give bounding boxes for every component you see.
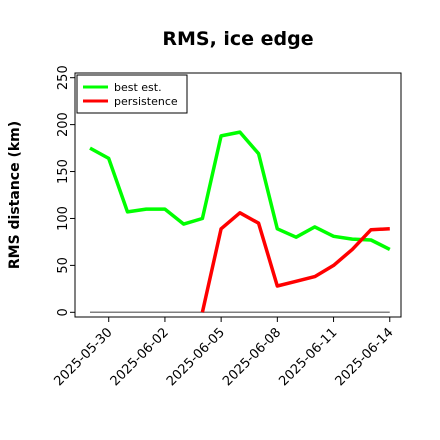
series-line-best-est xyxy=(89,130,391,251)
y-tick-label: 50 xyxy=(56,257,71,274)
x-tick-label: 2025-06-05 xyxy=(164,325,228,389)
x-tick-label: 2025-06-02 xyxy=(108,325,172,389)
legend-label-best-est: best est. xyxy=(114,81,162,94)
y-axis-label: RMS distance (km) xyxy=(7,121,23,269)
x-tick-label: 2025-06-14 xyxy=(333,325,397,389)
y-tick-label: 250 xyxy=(56,65,71,90)
plot-frame xyxy=(74,72,402,318)
series-line-persistence xyxy=(200,211,390,313)
y-tick-label: 0 xyxy=(56,308,71,316)
series-layer xyxy=(89,130,391,314)
x-tick-label: 2025-06-08 xyxy=(220,325,284,389)
y-tick-label: 150 xyxy=(56,159,71,184)
y-tick-label: 100 xyxy=(56,206,71,231)
y-tick-label: 200 xyxy=(56,112,71,137)
chart-title: RMS, ice edge xyxy=(162,28,313,50)
legend: best est. persistence xyxy=(76,74,188,114)
legend-label-persistence: persistence xyxy=(114,95,178,108)
x-tick-label: 2025-06-11 xyxy=(276,325,340,389)
legend-box xyxy=(76,74,188,114)
y-axis: 0 50 100 150 200 250 xyxy=(56,65,75,316)
x-tick-label: 2025-05-30 xyxy=(52,325,116,389)
x-axis: 2025-05-302025-06-022025-06-052025-06-08… xyxy=(52,317,397,389)
